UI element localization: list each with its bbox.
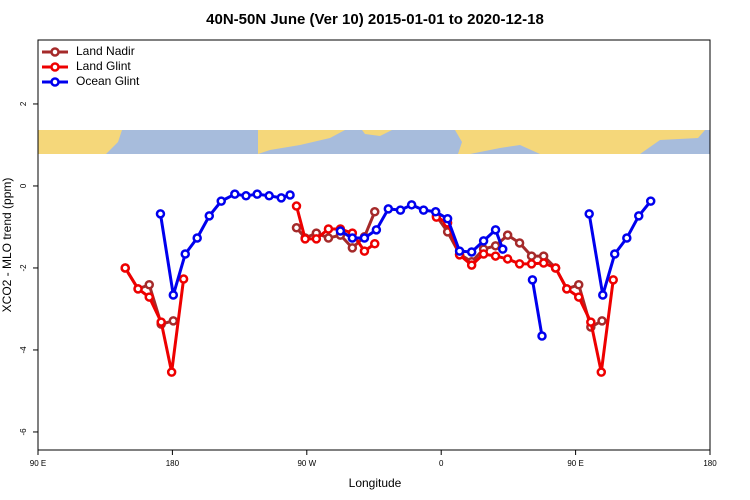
point <box>371 225 382 235</box>
point <box>406 200 417 210</box>
point <box>537 331 547 341</box>
point <box>526 259 537 269</box>
point <box>178 274 189 284</box>
point <box>166 367 177 377</box>
point <box>418 205 429 215</box>
point <box>538 258 549 268</box>
point <box>300 234 310 244</box>
point <box>430 207 441 217</box>
point <box>144 280 155 290</box>
chart-title: 40N-50N June (Ver 10) 2015-01-01 to 2020… <box>206 11 544 28</box>
point <box>596 367 607 377</box>
point <box>573 280 584 290</box>
point <box>241 191 251 201</box>
y-tick-label: -4 <box>19 346 28 354</box>
point <box>204 211 215 221</box>
y-tick-label: 2 <box>19 101 28 106</box>
point <box>230 189 240 199</box>
point <box>168 290 179 300</box>
point <box>526 251 537 261</box>
point <box>478 236 489 246</box>
point <box>323 224 334 234</box>
point <box>192 233 202 243</box>
point <box>573 292 584 302</box>
point <box>120 263 130 273</box>
point <box>359 246 370 256</box>
series-line <box>123 211 603 329</box>
point <box>550 263 561 273</box>
point <box>144 292 155 302</box>
point <box>454 246 465 256</box>
point <box>359 233 370 243</box>
point <box>645 196 656 206</box>
point <box>395 205 406 215</box>
point <box>264 191 274 201</box>
point <box>502 230 513 240</box>
point <box>562 284 572 294</box>
point <box>323 233 334 243</box>
point <box>291 201 302 211</box>
x-tick-label: 180 <box>703 459 717 468</box>
point <box>335 226 346 236</box>
point <box>490 251 501 261</box>
point <box>442 214 453 224</box>
point <box>180 249 190 259</box>
plot-frame <box>37 39 711 451</box>
point <box>291 223 302 233</box>
y-tick-label: 0 <box>19 183 28 188</box>
point <box>369 207 380 217</box>
x-tick-label: 90 E <box>30 459 46 468</box>
point <box>608 275 618 285</box>
point <box>597 316 607 326</box>
point <box>634 211 644 221</box>
point <box>168 316 179 326</box>
point <box>527 275 538 285</box>
point <box>490 241 501 251</box>
point <box>497 244 508 254</box>
point <box>609 249 620 259</box>
legend-label: Land Glint <box>76 59 131 73</box>
y-axis-label: XCO2 - MLO trend (ppm) <box>0 178 14 313</box>
point <box>490 225 501 235</box>
point <box>622 233 632 243</box>
point <box>466 260 477 270</box>
point <box>285 190 295 200</box>
x-tick-label: 0 <box>439 459 444 468</box>
point <box>347 243 358 253</box>
x-tick-label: 90 E <box>567 459 583 468</box>
series-line <box>158 192 652 337</box>
point <box>311 234 322 244</box>
point <box>156 317 166 327</box>
point <box>276 193 287 203</box>
point <box>369 239 380 249</box>
map-strip <box>38 130 710 154</box>
y-tick-label: -6 <box>19 428 28 436</box>
point <box>252 189 262 199</box>
point <box>598 290 608 300</box>
x-tick-label: 90 W <box>297 459 316 468</box>
point <box>514 259 525 269</box>
point <box>347 233 358 243</box>
point <box>586 317 596 327</box>
point <box>216 196 226 206</box>
x-tick-label: 180 <box>166 459 180 468</box>
point <box>155 209 166 219</box>
point <box>478 249 489 259</box>
legend-marker <box>50 62 60 72</box>
x-axis-label: Longitude <box>349 476 402 490</box>
point <box>514 238 525 248</box>
series-line <box>123 205 615 374</box>
legend-label: Ocean Glint <box>76 74 140 88</box>
y-tick-label: -2 <box>19 264 28 272</box>
point <box>584 209 594 219</box>
legend-marker <box>50 47 60 57</box>
point <box>466 247 477 257</box>
legend-label: Land Nadir <box>76 44 135 58</box>
point <box>383 204 394 214</box>
point <box>502 254 513 264</box>
point <box>133 284 143 294</box>
legend-marker <box>50 77 60 87</box>
